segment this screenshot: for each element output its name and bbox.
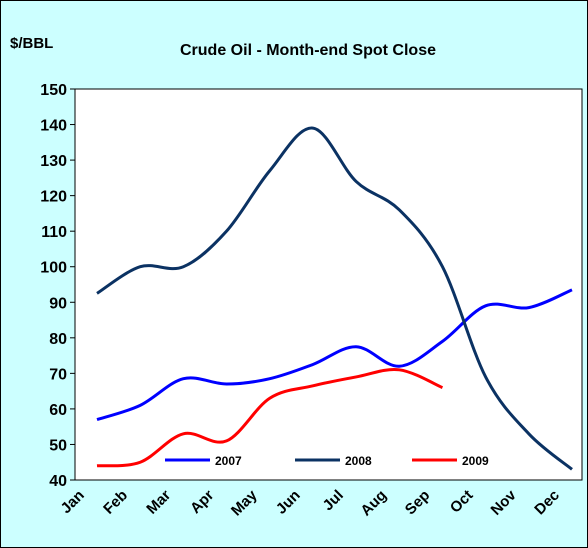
y-tick-label: 60 (49, 402, 67, 419)
legend-label: 2007 (215, 454, 242, 468)
y-tick-label: 40 (49, 473, 67, 490)
legend-label: 2009 (462, 454, 489, 468)
plot-area (74, 88, 583, 481)
chart-title: Crude Oil - Month-end Spot Close (180, 42, 436, 59)
y-tick-label: 110 (41, 224, 67, 241)
y-tick-label: 120 (40, 189, 67, 206)
line-series (96, 367, 444, 468)
line-series (96, 288, 573, 422)
y-tick-label: 80 (49, 331, 67, 348)
legend-label: 2008 (345, 454, 372, 468)
line-series (96, 126, 573, 471)
y-tick-label: 140 (40, 118, 67, 135)
y-tick-label: 130 (40, 153, 67, 170)
y-tick-label: 50 (49, 437, 67, 454)
y-tick-label: 150 (40, 82, 67, 99)
y-tick-label: 70 (49, 366, 67, 383)
y-axis-label: $/BBL (10, 35, 53, 52)
y-tick-label: 100 (40, 260, 67, 277)
y-tick-label: 90 (49, 295, 67, 312)
